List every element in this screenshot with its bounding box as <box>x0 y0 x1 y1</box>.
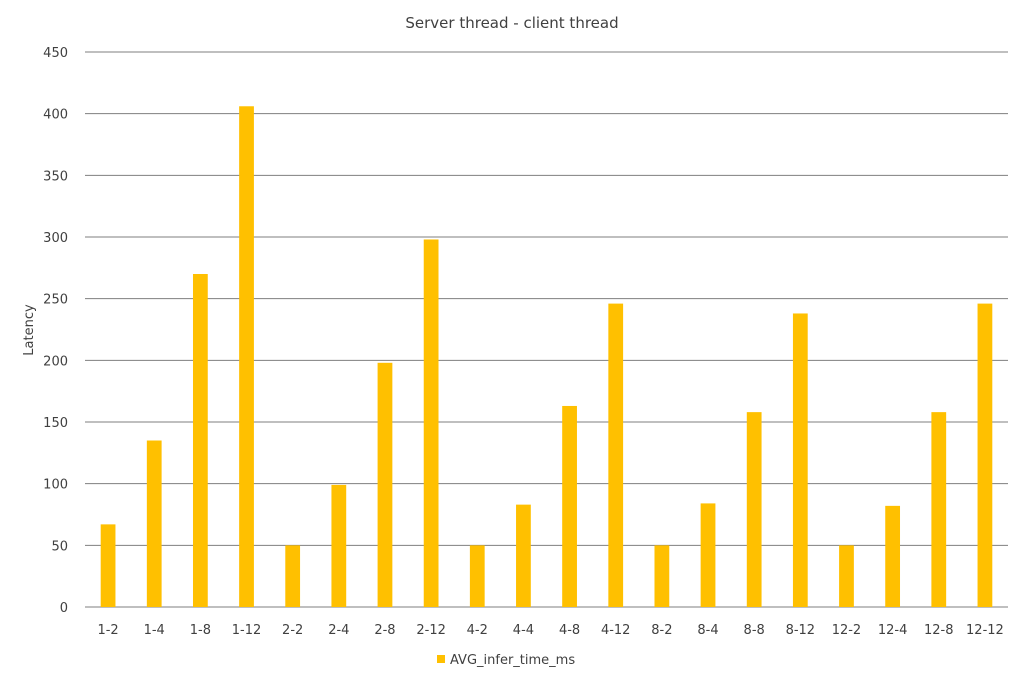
x-axis-ticks: 1-2 1-4 1-8 1-12 2-2 2-4 2-8 2-12 4-2 4-4 4-8 4-12 8… <box>97 623 1003 638</box>
x-tick-label: 4-2 <box>467 623 488 638</box>
x-tick-label: 4-12 <box>601 623 631 638</box>
bar-2-4 <box>331 484 347 607</box>
legend: AVG_infer_time_ms <box>437 653 575 668</box>
x-tick-label: 1-12 <box>232 623 262 638</box>
legend-swatch <box>437 655 445 663</box>
bar-8-2 <box>654 545 670 607</box>
bar-8-4 <box>700 503 716 607</box>
y-tick-label: 250 <box>43 293 68 308</box>
y-tick-label: 350 <box>43 169 68 184</box>
x-tick-label: 12-4 <box>878 623 908 638</box>
x-tick-label: 4-8 <box>559 623 580 638</box>
y-tick-label: 100 <box>43 478 68 493</box>
x-tick-label: 1-4 <box>144 623 165 638</box>
bar-4-4 <box>516 504 531 607</box>
y-tick-label: 0 <box>60 601 68 616</box>
bar-12-8 <box>931 412 947 607</box>
bar-4-12 <box>608 303 624 607</box>
gridlines <box>85 51 1008 608</box>
x-tick-label: 1-8 <box>190 623 211 638</box>
y-tick-label: 150 <box>43 416 68 431</box>
x-tick-label: 8-12 <box>786 623 816 638</box>
bar-12-12 <box>977 303 993 607</box>
bar-2-8 <box>377 362 393 607</box>
x-tick-label: 12-12 <box>966 623 1004 638</box>
bar-2-2 <box>285 545 301 607</box>
bar-2-12 <box>423 239 439 607</box>
bar-1-2 <box>100 524 116 607</box>
bar-12-2 <box>839 545 854 607</box>
bar-4-2 <box>469 545 485 607</box>
bar-1-12 <box>239 106 254 608</box>
y-tick-label: 300 <box>43 231 68 246</box>
bar-4-8 <box>562 405 577 607</box>
y-tick-label: 400 <box>43 108 68 123</box>
x-tick-label: 8-4 <box>697 623 718 638</box>
y-axis-ticks: 0 50 100 150 200 250 300 350 400 450 <box>43 46 68 616</box>
x-tick-label: 2-4 <box>328 623 349 638</box>
y-tick-label: 450 <box>43 46 68 61</box>
bar-12-4 <box>885 505 901 607</box>
bars <box>100 106 993 608</box>
legend-label: AVG_infer_time_ms <box>450 653 575 668</box>
x-tick-label: 4-4 <box>513 623 534 638</box>
bar-8-12 <box>792 313 808 607</box>
y-tick-label: 50 <box>51 539 68 554</box>
x-tick-label: 12-2 <box>832 623 862 638</box>
x-tick-label: 1-2 <box>97 623 118 638</box>
y-tick-label: 200 <box>43 354 68 369</box>
bar-1-8 <box>192 274 208 607</box>
x-tick-label: 12-8 <box>924 623 954 638</box>
x-tick-label: 2-8 <box>374 623 395 638</box>
chart-title: Server thread - client thread <box>405 14 618 32</box>
bar-1-4 <box>146 440 162 607</box>
x-tick-label: 2-12 <box>416 623 446 638</box>
x-tick-label: 8-2 <box>651 623 672 638</box>
y-axis-label: Latency <box>22 304 37 356</box>
x-tick-label: 2-2 <box>282 623 303 638</box>
bar-8-8 <box>746 412 762 607</box>
x-tick-label: 8-8 <box>744 623 765 638</box>
